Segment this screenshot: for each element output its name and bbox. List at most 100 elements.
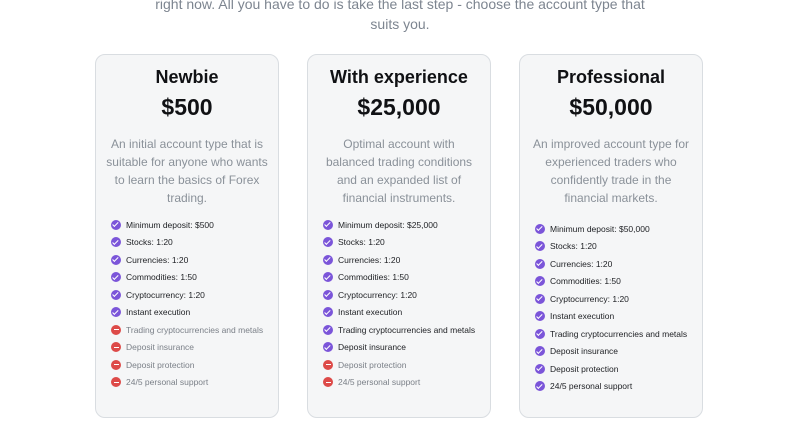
feature-item: Currencies: 1:20: [111, 251, 278, 269]
feature-label: 24/5 personal support: [338, 377, 421, 388]
feature-label: Deposit protection: [338, 359, 407, 370]
feature-label: Minimum deposit: $50,000: [550, 223, 650, 234]
feature-label: Minimum deposit: $500: [126, 219, 214, 230]
feature-label: Deposit insurance: [338, 342, 407, 353]
check-circle-icon: [111, 254, 121, 265]
feature-item: Stocks: 1:20: [535, 238, 702, 256]
feature-item: Stocks: 1:20: [111, 234, 278, 252]
check-circle-icon: [535, 346, 545, 357]
feature-list: Minimum deposit: $500 Stocks: 1:20 Currenc…: [96, 216, 278, 391]
check-circle-icon: [535, 241, 545, 252]
feature-label: Trading cryptocurrencies and metals: [126, 324, 264, 335]
feature-label: Currencies: 1:20: [550, 258, 613, 269]
feature-item: Trading cryptocurrencies and metals: [535, 325, 702, 343]
check-circle-icon: [323, 219, 333, 230]
plan-card-with-experience: With experience $25,000 Optimal account …: [307, 54, 491, 418]
feature-item: 24/5 personal support: [323, 374, 490, 392]
feature-label: Commodities: 1:50: [338, 272, 409, 283]
plan-description: An improved account type for experienced…: [532, 137, 690, 205]
intro-line-1: right now. All you have to do is take th…: [155, 0, 645, 12]
minus-circle-icon: [111, 359, 121, 370]
feature-label: Trading cryptocurrencies and metals: [338, 324, 476, 335]
minus-circle-icon: [323, 359, 333, 370]
check-circle-icon: [323, 237, 333, 248]
feature-label: Cryptocurrency: 1:20: [338, 289, 417, 300]
plan-price: $50,000: [569, 94, 653, 120]
plan-card-professional: Professional $50,000 An improved account…: [519, 54, 703, 418]
feature-item: Cryptocurrency: 1:20: [323, 286, 490, 304]
feature-item: Commodities: 1:50: [111, 269, 278, 287]
check-circle-icon: [111, 289, 121, 300]
check-circle-icon: [323, 307, 333, 318]
feature-label: Deposit protection: [126, 359, 195, 370]
feature-label: Stocks: 1:20: [550, 241, 597, 252]
minus-circle-icon: [111, 342, 121, 353]
feature-label: Trading cryptocurrencies and metals: [550, 328, 688, 339]
feature-label: Currencies: 1:20: [338, 254, 401, 265]
check-circle-icon: [535, 276, 545, 287]
plan-description: An initial account type that is suitable…: [106, 137, 268, 205]
feature-item: Deposit insurance: [111, 339, 278, 357]
check-circle-icon: [323, 272, 333, 283]
feature-label: 24/5 personal support: [126, 377, 209, 388]
check-circle-icon: [535, 328, 545, 339]
feature-item: Minimum deposit: $500: [111, 216, 278, 234]
check-circle-icon: [323, 324, 333, 335]
feature-item: Deposit insurance: [535, 343, 702, 361]
feature-label: Deposit protection: [550, 363, 619, 374]
plan-title: With experience: [330, 67, 468, 87]
feature-item: Commodities: 1:50: [535, 273, 702, 291]
check-circle-icon: [323, 342, 333, 353]
check-circle-icon: [535, 311, 545, 322]
feature-item: Instant execution: [111, 304, 278, 322]
feature-item: Instant execution: [323, 304, 490, 322]
feature-label: 24/5 personal support: [550, 381, 633, 392]
feature-label: Instant execution: [126, 307, 191, 318]
plan-price: $500: [161, 94, 213, 120]
check-circle-icon: [535, 258, 545, 269]
feature-label: Commodities: 1:50: [126, 272, 197, 283]
feature-label: Instant execution: [338, 307, 403, 318]
feature-item: Cryptocurrency: 1:20: [535, 290, 702, 308]
feature-label: Cryptocurrency: 1:20: [126, 289, 205, 300]
feature-label: Deposit insurance: [126, 342, 195, 353]
feature-item: Currencies: 1:20: [535, 255, 702, 273]
check-circle-icon: [535, 363, 545, 374]
feature-list: Minimum deposit: $50,000 Stocks: 1:20 Curr…: [520, 220, 702, 395]
feature-label: Stocks: 1:20: [126, 237, 173, 248]
check-circle-icon: [323, 289, 333, 300]
check-circle-icon: [111, 307, 121, 318]
feature-item: Deposit protection: [535, 360, 702, 378]
feature-item: 24/5 personal support: [111, 374, 278, 392]
feature-item: Trading cryptocurrencies and metals: [323, 321, 490, 339]
feature-label: Commodities: 1:50: [550, 276, 621, 287]
minus-circle-icon: [323, 377, 333, 388]
check-circle-icon: [535, 293, 545, 304]
feature-item: Currencies: 1:20: [323, 251, 490, 269]
feature-item: Deposit insurance: [323, 339, 490, 357]
plan-title: Newbie: [155, 67, 219, 87]
feature-label: Currencies: 1:20: [126, 254, 189, 265]
feature-label: Deposit insurance: [550, 346, 619, 357]
feature-item: Minimum deposit: $50,000: [535, 220, 702, 238]
check-circle-icon: [323, 254, 333, 265]
feature-item: Deposit protection: [111, 356, 278, 374]
feature-item: Deposit protection: [323, 356, 490, 374]
minus-circle-icon: [111, 324, 121, 335]
plan-title: Professional: [556, 67, 666, 87]
feature-label: Stocks: 1:20: [338, 237, 385, 248]
check-circle-icon: [111, 272, 121, 283]
feature-label: Instant execution: [550, 311, 615, 322]
feature-item: Instant execution: [535, 308, 702, 326]
plan-description: Optimal account with balanced trading co…: [325, 137, 473, 205]
plan-price: $25,000: [357, 94, 441, 120]
check-circle-icon: [111, 237, 121, 248]
intro-line-2: suits you.: [370, 16, 430, 32]
feature-list: Minimum deposit: $25,000 Stocks: 1:20 Curr…: [308, 216, 490, 391]
check-circle-icon: [111, 219, 121, 230]
feature-label: Minimum deposit: $25,000: [338, 219, 438, 230]
plan-card-newbie: Newbie $500 An initial account type that…: [95, 54, 279, 418]
feature-item: Trading cryptocurrencies and metals: [111, 321, 278, 339]
feature-item: Commodities: 1:50: [323, 269, 490, 287]
minus-circle-icon: [111, 377, 121, 388]
